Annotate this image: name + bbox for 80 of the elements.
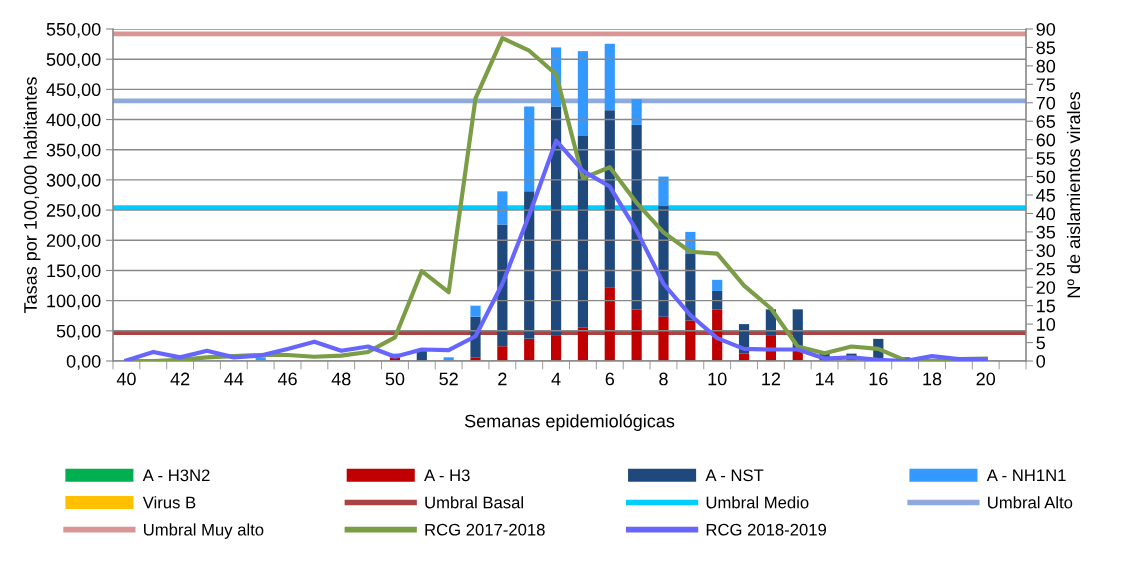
- x-tick-label: 40: [116, 372, 136, 386]
- legend-label: Umbral Basal: [425, 496, 523, 509]
- bar: [712, 290, 723, 310]
- x-tick-label: 18: [923, 372, 942, 386]
- x-tick-label: 12: [762, 372, 781, 386]
- y2-tick-label: 20: [1036, 281, 1056, 294]
- y2-tick-label: 30: [1036, 244, 1056, 258]
- bar: [712, 279, 723, 291]
- y-tick-label: 200,00: [46, 234, 101, 250]
- bar: [685, 320, 696, 361]
- y-tick-label: 500,00: [46, 53, 101, 69]
- x-tick-label: 6: [605, 372, 615, 386]
- x-tick-label: 14: [815, 372, 835, 386]
- y-axis-title: Tasas por 100,000 habitantes: [23, 77, 41, 314]
- bar: [577, 51, 589, 136]
- y2-tick-label: 40: [1036, 207, 1056, 221]
- legend-label: RCG 2018-2019: [706, 523, 826, 536]
- y-tick-label: 550,00: [46, 22, 101, 38]
- y2-tick-label: 25: [1036, 262, 1056, 276]
- bar: [497, 346, 508, 361]
- x-tick-label: 50: [385, 372, 405, 386]
- legend-label: Umbral Muy alto: [144, 523, 264, 539]
- y2-tick-label: 15: [1037, 299, 1056, 313]
- x-tick-label: 20: [976, 372, 996, 386]
- y2-tick-label: 45: [1036, 189, 1056, 202]
- y2-tick-label: 50: [1036, 170, 1056, 184]
- y2-tick-label: 55: [1036, 152, 1056, 165]
- legend-label: Virus B: [142, 496, 196, 509]
- bar: [658, 316, 669, 361]
- y2-tick-label: 0: [1036, 354, 1046, 368]
- y-tick-label: 0,00: [66, 354, 101, 370]
- y-tick-label: 350,00: [46, 143, 101, 159]
- x-tick-label: 8: [659, 372, 668, 386]
- y-tick-label: 50,00: [56, 324, 101, 340]
- y-tick-label: 250,00: [46, 204, 101, 219]
- x-tick-label: 52: [439, 372, 458, 386]
- y-tick-label: 300,00: [46, 173, 101, 189]
- bar: [497, 191, 508, 225]
- x-tick-label: 16: [869, 372, 888, 386]
- bar: [550, 106, 562, 336]
- x-tick-label: 46: [277, 372, 297, 386]
- bar: [658, 176, 669, 207]
- y2-axis-title: Nº de aislamientos virales: [1066, 92, 1081, 298]
- y2-tick-label: 80: [1036, 59, 1056, 73]
- line-series: [124, 138, 988, 361]
- y-tick-label: 100,00: [47, 294, 101, 310]
- y2-tick-label: 5: [1036, 336, 1046, 350]
- y2-tick-label: 10: [1037, 318, 1056, 331]
- y2-tick-label: 85: [1036, 41, 1056, 55]
- y2-tick-label: 70: [1036, 96, 1056, 110]
- y-tick-label: 150,00: [47, 264, 101, 280]
- y2-tick-label: 90: [1036, 22, 1056, 36]
- bar: [631, 99, 642, 125]
- legend-label: A - H3: [424, 469, 470, 482]
- bar: [604, 287, 615, 361]
- y2-tick-label: 35: [1036, 225, 1056, 239]
- legend-label: A - NH1N1: [986, 469, 1066, 482]
- bar: [470, 305, 481, 317]
- x-tick-label: 2: [498, 372, 507, 386]
- y2-tick-label: 60: [1036, 133, 1056, 147]
- legend-label: Umbral Medio: [706, 496, 809, 509]
- y-tick-label: 450,00: [46, 83, 101, 99]
- legend-label: A - H3N2: [142, 469, 210, 482]
- x-axis-title: Semanas epidemiológicas: [464, 413, 675, 431]
- legend-label: RCG 2017-2018: [425, 523, 545, 536]
- x-tick-label: 4: [551, 372, 561, 386]
- legend-label: Umbral Alto: [988, 496, 1073, 509]
- bar: [524, 106, 535, 192]
- bar: [631, 309, 642, 361]
- y2-tick-label: 65: [1036, 115, 1056, 128]
- x-tick-label: 42: [170, 372, 190, 386]
- x-tick-label: 10: [708, 372, 727, 386]
- legend-label: A - NST: [705, 469, 764, 482]
- x-tick-label: 48: [331, 372, 351, 386]
- bar: [524, 338, 535, 361]
- y2-tick-label: 75: [1036, 78, 1056, 92]
- bar: [550, 335, 562, 361]
- bar: [604, 43, 615, 111]
- x-tick-label: 44: [224, 372, 244, 386]
- y-tick-label: 400,00: [46, 113, 101, 129]
